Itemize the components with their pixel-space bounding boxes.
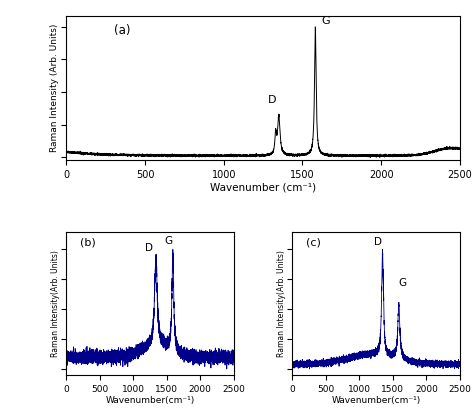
X-axis label: Wavenumber (cm⁻¹): Wavenumber (cm⁻¹) — [210, 183, 316, 192]
Text: G: G — [322, 16, 330, 26]
Y-axis label: Raman Intensity(Arb. Units): Raman Intensity(Arb. Units) — [51, 250, 60, 357]
Text: D: D — [146, 243, 154, 253]
Y-axis label: Raman Intensity (Arb. Units): Raman Intensity (Arb. Units) — [50, 24, 59, 152]
Y-axis label: Raman Intensity(Arb. Units): Raman Intensity(Arb. Units) — [277, 250, 286, 357]
Text: G: G — [399, 278, 407, 288]
Text: (a): (a) — [114, 23, 130, 37]
Text: D: D — [268, 95, 277, 105]
Text: (b): (b) — [80, 237, 95, 247]
Text: D: D — [374, 237, 382, 247]
Text: (c): (c) — [306, 237, 320, 247]
X-axis label: Wavenumber(cm⁻¹): Wavenumber(cm⁻¹) — [331, 396, 421, 405]
Text: G: G — [164, 236, 172, 246]
X-axis label: Wavenumber(cm⁻¹): Wavenumber(cm⁻¹) — [105, 396, 195, 405]
